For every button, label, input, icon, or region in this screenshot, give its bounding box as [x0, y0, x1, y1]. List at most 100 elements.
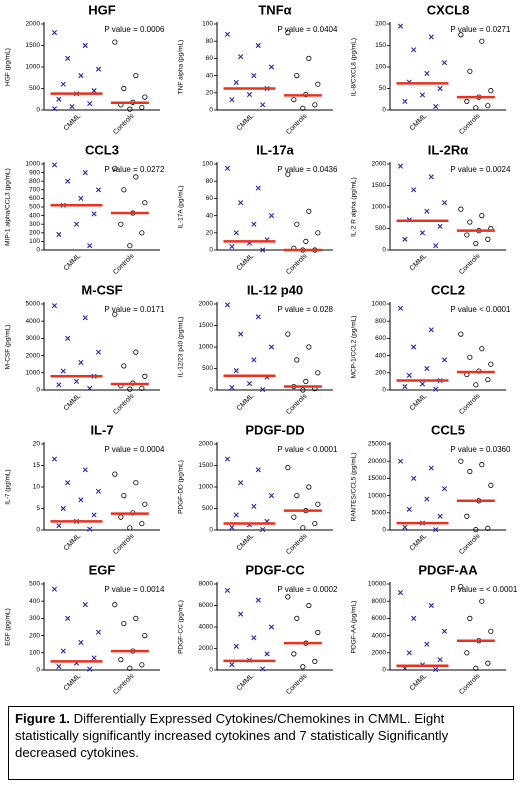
- point: [485, 236, 491, 242]
- point: [437, 513, 443, 519]
- point: [285, 465, 291, 471]
- panel-title: EGF: [89, 562, 116, 577]
- point: [51, 303, 58, 309]
- panel-title: PDGF-CC: [245, 562, 305, 577]
- panel: CCL3 MIP-1 alpha/CCL3 (pg/mL) P value = 0.…: [5, 142, 165, 276]
- point: [479, 38, 485, 44]
- y-tick-label: 0: [209, 107, 213, 114]
- y-tick-label: 0: [36, 387, 40, 394]
- point: [91, 88, 97, 94]
- panel: IL-7 IL-7 (pg/mL) P value = 0.0004 0 5 10 15 20…: [5, 422, 165, 556]
- point: [315, 370, 321, 376]
- y-tick-label: 6000: [372, 615, 387, 622]
- y-tick-label: 1500: [199, 462, 214, 469]
- y-tick-label: 20000: [368, 458, 386, 465]
- point: [260, 102, 266, 108]
- y-tick-label: 25000: [368, 441, 386, 448]
- point: [112, 39, 118, 45]
- point: [251, 357, 257, 363]
- point: [411, 344, 417, 350]
- point: [51, 30, 58, 36]
- y-tick-label: 50: [379, 85, 387, 92]
- y-axis-label: PDGF-DD (pg/mL): [178, 460, 185, 514]
- y-tick-label: 500: [375, 225, 386, 232]
- p-value: P value = 0.0024: [450, 165, 511, 174]
- point: [127, 243, 133, 249]
- y-tick-label: 2000: [26, 21, 41, 28]
- y-tick-label: 2000: [199, 301, 214, 308]
- panel: IL-12 p40 IL-12/23 p40 (pg/mL) P value = 0…: [178, 282, 334, 416]
- point: [411, 615, 417, 621]
- y-tick-label: 100: [29, 650, 40, 657]
- caption-label: Figure 1.: [15, 711, 70, 726]
- point: [306, 208, 312, 214]
- y-axis-label: IL-7 (pg/mL): [5, 469, 12, 504]
- point: [139, 385, 145, 391]
- point: [82, 42, 88, 49]
- x-tick-label: CMML: [63, 253, 83, 273]
- y-tick-label: 600: [375, 335, 386, 342]
- point: [424, 365, 430, 372]
- point: [397, 590, 404, 596]
- y-axis-label: IL-12/23 p40 (pg/mL): [178, 317, 185, 378]
- point: [458, 32, 464, 38]
- point: [139, 662, 145, 668]
- point: [306, 484, 312, 490]
- point: [303, 238, 309, 244]
- point: [95, 629, 102, 635]
- point: [233, 643, 239, 649]
- point: [127, 386, 133, 392]
- point: [473, 105, 479, 111]
- point: [118, 657, 124, 663]
- point: [229, 243, 235, 250]
- point: [473, 665, 479, 671]
- y-tick-label: 200: [29, 632, 40, 639]
- point: [260, 526, 266, 533]
- point: [268, 344, 275, 350]
- point: [121, 492, 127, 499]
- y-tick-label: 1000: [26, 161, 41, 168]
- x-tick-label: CMML: [409, 533, 429, 553]
- x-tick-label: CMML: [236, 113, 256, 133]
- y-tick-label: 200: [375, 370, 386, 377]
- x-tick-label: Controls: [458, 252, 482, 276]
- point: [441, 60, 448, 66]
- p-value: P value = 0.0271: [450, 25, 511, 34]
- point: [402, 383, 408, 390]
- panel-title: IL-7: [90, 422, 113, 437]
- panel-title: CXCL8: [427, 2, 470, 17]
- point: [473, 240, 479, 247]
- point: [56, 231, 62, 238]
- point: [428, 602, 434, 609]
- point: [294, 73, 300, 79]
- point: [51, 106, 58, 112]
- y-tick-label: 100: [375, 64, 386, 71]
- point: [473, 382, 479, 388]
- point: [260, 247, 266, 253]
- panel-title: IL-12 p40: [247, 282, 303, 297]
- point: [467, 219, 473, 225]
- point: [294, 492, 300, 499]
- y-tick-label: 60: [206, 195, 214, 202]
- x-tick-label: CMML: [409, 673, 429, 693]
- point: [437, 657, 443, 663]
- point: [485, 377, 491, 383]
- point: [51, 162, 58, 168]
- point: [260, 386, 266, 393]
- y-tick-label: 300: [29, 221, 40, 228]
- point: [264, 651, 270, 657]
- p-value: P value = 0.0404: [277, 25, 338, 34]
- y-tick-label: 8000: [199, 581, 214, 588]
- point: [82, 315, 88, 321]
- point: [285, 171, 291, 177]
- point: [411, 475, 417, 481]
- y-tick-label: 4000: [199, 624, 214, 631]
- panel: CXCL8 IL-8/CXCL8 (pg/mL) P value = 0.0271 0…: [351, 2, 511, 136]
- y-axis-label: EGF (pg/mL): [5, 608, 12, 646]
- point: [91, 512, 97, 518]
- y-axis-label: M-CSF (pg/mL): [5, 325, 12, 370]
- point: [112, 602, 118, 608]
- point: [78, 73, 84, 79]
- point: [127, 525, 133, 531]
- point: [424, 641, 430, 647]
